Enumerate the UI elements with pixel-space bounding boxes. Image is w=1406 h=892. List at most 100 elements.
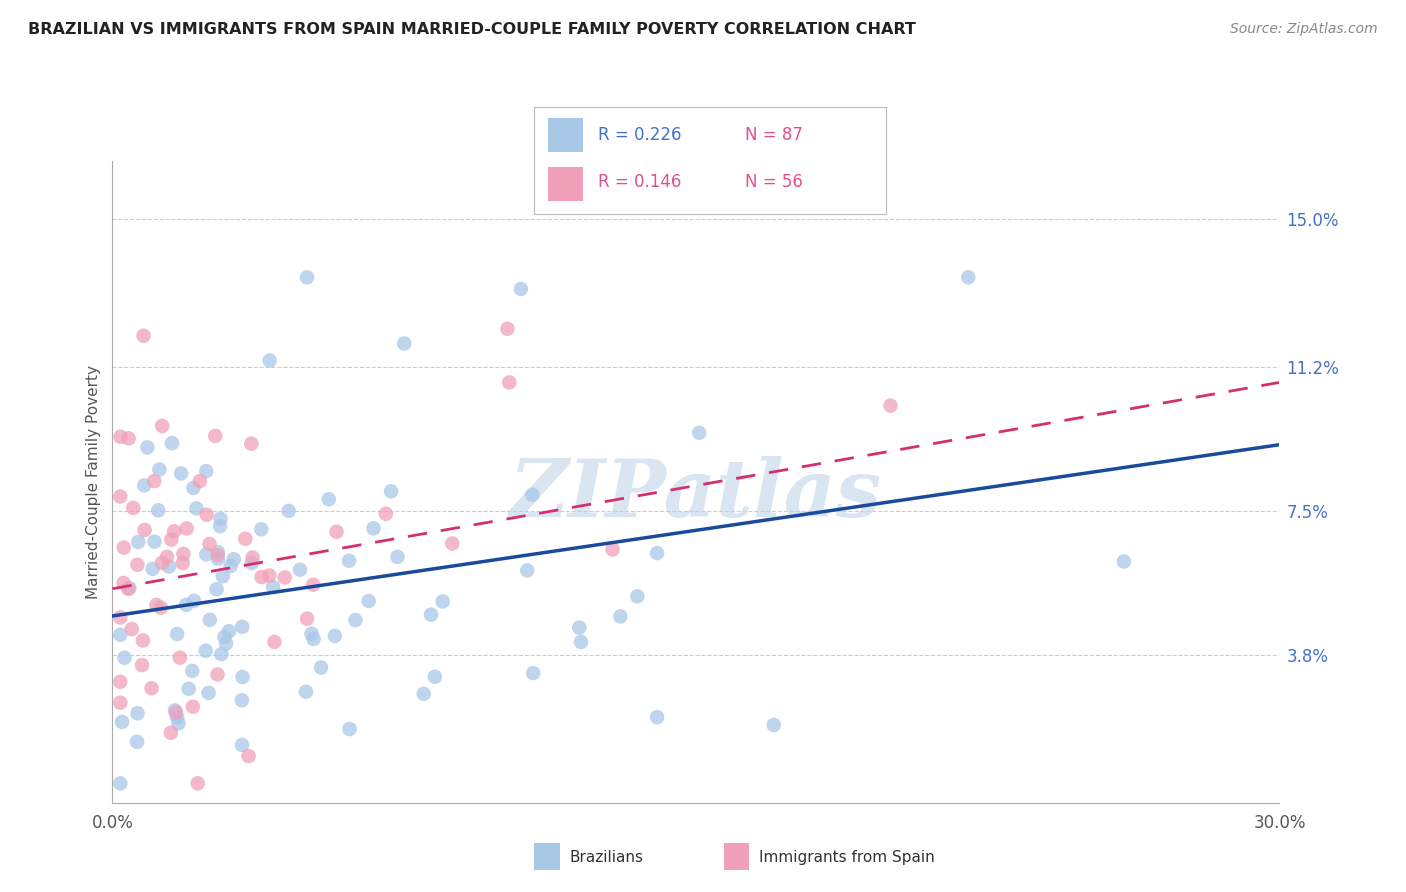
Point <box>132 633 155 648</box>
Point <box>111 714 134 729</box>
Point <box>325 524 347 539</box>
Point <box>160 436 183 450</box>
Point <box>143 534 166 549</box>
Point <box>197 686 219 700</box>
Point <box>166 627 188 641</box>
Point <box>295 612 318 626</box>
Point <box>259 568 281 582</box>
Point <box>432 594 454 608</box>
Text: BRAZILIAN VS IMMIGRANTS FROM SPAIN MARRIED-COUPLE FAMILY POVERTY CORRELATION CHA: BRAZILIAN VS IMMIGRANTS FROM SPAIN MARRI… <box>28 22 915 37</box>
Point <box>262 580 284 594</box>
Point <box>118 581 141 595</box>
Point <box>339 722 361 736</box>
Point <box>288 563 311 577</box>
Point <box>198 613 221 627</box>
Point <box>149 600 172 615</box>
Point <box>165 706 187 720</box>
Point <box>516 564 538 578</box>
Point <box>209 647 232 661</box>
Point <box>176 521 198 535</box>
Point <box>762 718 785 732</box>
Point <box>602 542 624 557</box>
Point <box>222 552 245 566</box>
Point <box>112 650 135 665</box>
Text: N = 56: N = 56 <box>745 173 803 191</box>
Point <box>423 670 446 684</box>
Point <box>301 626 323 640</box>
Point <box>207 548 229 562</box>
Point <box>273 570 295 584</box>
Point <box>302 578 325 592</box>
Point <box>136 441 159 455</box>
Point <box>357 594 380 608</box>
Point <box>209 512 232 526</box>
Point <box>645 546 668 560</box>
Text: ZIPatlas: ZIPatlas <box>510 456 882 533</box>
Point <box>170 467 193 481</box>
Point <box>183 481 205 495</box>
Text: N = 87: N = 87 <box>745 126 803 144</box>
Point <box>387 549 409 564</box>
Point <box>117 431 139 445</box>
Point <box>240 556 263 570</box>
Point <box>121 622 143 636</box>
Point <box>240 436 263 450</box>
Point <box>259 353 281 368</box>
Point <box>125 735 148 749</box>
Point <box>688 425 710 440</box>
Point <box>209 519 232 533</box>
Point <box>309 660 332 674</box>
Text: Brazilians: Brazilians <box>569 850 644 864</box>
Point <box>183 594 205 608</box>
Point <box>127 558 149 572</box>
Point <box>198 537 221 551</box>
Point <box>186 501 208 516</box>
Point <box>337 554 360 568</box>
Point <box>879 399 901 413</box>
Point <box>498 376 520 390</box>
Point <box>172 556 194 570</box>
Point <box>181 664 204 678</box>
Point <box>302 632 325 646</box>
Point <box>215 637 238 651</box>
Point <box>172 547 194 561</box>
Point <box>141 681 163 696</box>
Point <box>122 500 145 515</box>
Point <box>363 521 385 535</box>
Point <box>207 667 229 681</box>
Text: Immigrants from Spain: Immigrants from Spain <box>759 850 935 864</box>
Point <box>295 270 318 285</box>
Point <box>195 548 218 562</box>
Point <box>143 474 166 488</box>
Point <box>160 725 183 739</box>
Point <box>323 629 346 643</box>
Point <box>509 282 531 296</box>
Point <box>194 644 217 658</box>
Point <box>522 666 544 681</box>
Point <box>110 628 132 642</box>
Point <box>167 716 190 731</box>
Point <box>110 696 132 710</box>
Point <box>166 710 188 724</box>
Point <box>250 570 273 584</box>
Point <box>569 635 592 649</box>
Point <box>177 681 200 696</box>
Point <box>205 582 228 597</box>
Point <box>233 532 256 546</box>
Point <box>957 270 980 285</box>
Point <box>441 536 464 550</box>
Point <box>214 630 236 644</box>
Point <box>150 418 173 433</box>
Point <box>626 590 648 604</box>
Point <box>263 635 285 649</box>
Point <box>1112 554 1135 568</box>
Point <box>134 478 156 492</box>
Point <box>156 549 179 564</box>
Point <box>522 488 544 502</box>
Bar <box>548 167 583 202</box>
Point <box>318 492 340 507</box>
Point <box>131 658 153 673</box>
Point <box>374 507 396 521</box>
Point <box>117 582 139 596</box>
Point <box>231 738 253 752</box>
